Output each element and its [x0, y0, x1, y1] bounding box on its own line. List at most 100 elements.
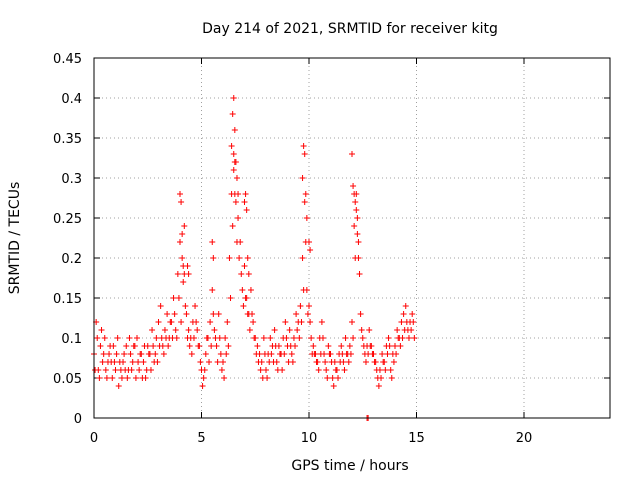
data-point: [288, 351, 295, 357]
data-point: [231, 159, 238, 165]
data-point: [92, 367, 99, 373]
data-point: [202, 351, 209, 357]
data-point: [300, 143, 307, 149]
data-point: [375, 383, 382, 389]
data-point: [311, 351, 318, 357]
data-point: [120, 359, 127, 365]
data-point: [141, 343, 148, 349]
data-point: [145, 351, 152, 357]
data-point: [153, 335, 160, 341]
data-point: [398, 319, 405, 325]
data-point: [243, 207, 250, 213]
data-point: [384, 351, 391, 357]
data-point: [178, 199, 185, 205]
data-point: [329, 375, 336, 381]
data-point: [409, 311, 416, 317]
data-point: [218, 367, 225, 373]
data-point: [190, 335, 197, 341]
data-point: [174, 271, 181, 277]
data-point: [129, 359, 136, 365]
data-point: [282, 319, 289, 325]
data-point: [356, 271, 363, 277]
data-point: [286, 327, 293, 333]
data-point: [254, 343, 261, 349]
x-tick-label: 0: [90, 431, 98, 446]
data-point: [242, 295, 249, 301]
data-point: [310, 343, 317, 349]
data-point: [366, 327, 373, 333]
data-point: [400, 311, 407, 317]
data-point: [351, 191, 358, 197]
data-point: [241, 199, 248, 205]
data-point: [371, 359, 378, 365]
data-point: [225, 343, 232, 349]
data-point: [215, 311, 222, 317]
data-point: [410, 319, 417, 325]
data-point: [360, 343, 367, 349]
data-point: [177, 239, 183, 245]
data-point: [186, 343, 193, 349]
data-point: [240, 303, 247, 309]
data-point: [359, 335, 366, 341]
y-tick-label: 0.4: [61, 92, 82, 107]
data-point: [206, 359, 213, 365]
x-axis-label: GPS time / hours: [291, 458, 408, 474]
data-point: [175, 295, 182, 301]
data-point: [98, 327, 105, 333]
data-point: [325, 343, 332, 349]
x-tick-label: 15: [408, 431, 425, 446]
data-point: [230, 95, 237, 101]
data-point: [223, 351, 230, 357]
data-point: [313, 359, 320, 365]
data-point: [263, 367, 269, 373]
y-tick-label: 0: [74, 412, 82, 427]
data-point: [155, 319, 162, 325]
data-point: [307, 247, 314, 253]
data-point: [393, 351, 400, 357]
data-point: [399, 335, 406, 341]
data-point: [379, 351, 386, 357]
data-point: [242, 191, 249, 197]
data-point: [134, 335, 140, 341]
data-point: [385, 335, 392, 341]
data-point: [297, 303, 304, 309]
data-point: [319, 335, 326, 341]
data-point: [197, 359, 204, 365]
data-point: [228, 143, 235, 149]
data-point: [249, 311, 256, 317]
y-tick-label: 0.45: [53, 52, 82, 67]
data-point: [294, 327, 301, 333]
data-point: [328, 359, 335, 365]
data-point: [349, 151, 355, 157]
data-point: [303, 215, 310, 221]
data-point: [184, 335, 191, 341]
y-tick-label: 0.2: [61, 252, 82, 267]
chart-title: Day 214 of 2021, SRMTID for receiver kit…: [202, 21, 498, 37]
data-point: [126, 335, 133, 341]
data-point: [246, 327, 253, 333]
data-point: [247, 287, 254, 293]
data-point: [132, 375, 139, 381]
data-point: [335, 375, 342, 381]
data-points: [91, 95, 418, 421]
data-point: [408, 327, 415, 333]
data-point: [226, 255, 233, 261]
data-point: [140, 359, 147, 365]
data-point: [373, 367, 380, 373]
data-point: [118, 375, 125, 381]
data-point: [272, 343, 279, 349]
data-point: [114, 335, 121, 341]
data-point: [367, 343, 374, 349]
data-point: [101, 335, 108, 341]
data-point: [147, 367, 154, 373]
data-point: [296, 335, 303, 341]
data-point: [306, 239, 312, 245]
data-point: [139, 375, 146, 381]
data-point: [233, 239, 240, 245]
data-point: [382, 367, 389, 373]
data-point: [123, 343, 130, 349]
data-point: [103, 375, 110, 381]
y-tick-label: 0.05: [53, 372, 82, 387]
data-point: [209, 239, 216, 245]
